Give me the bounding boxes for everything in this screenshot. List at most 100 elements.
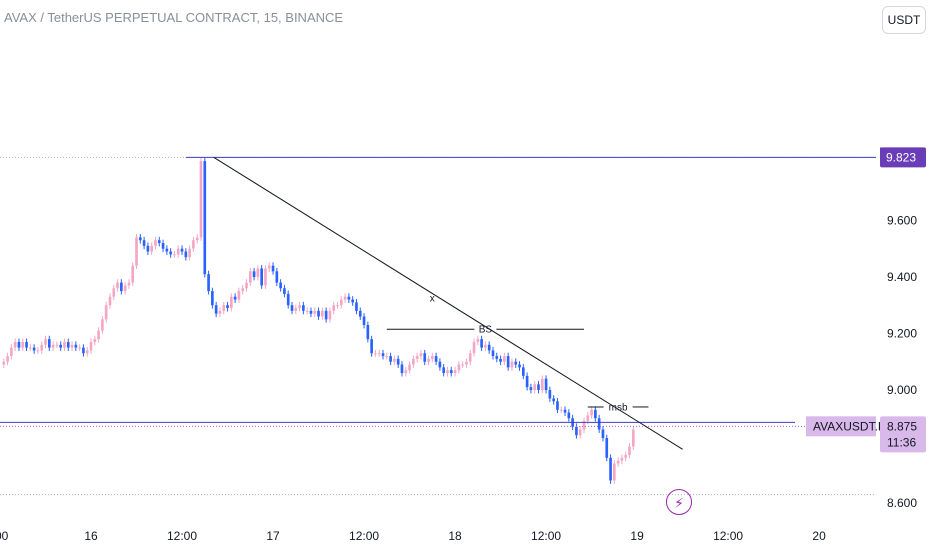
- candle-body: [252, 271, 256, 277]
- candle-body: [169, 251, 172, 255]
- candle-body: [525, 375, 529, 388]
- candle: [525, 372, 529, 391]
- candle: [461, 361, 464, 368]
- candle: [396, 355, 400, 368]
- candle-body: [104, 305, 108, 320]
- candle-body: [222, 305, 226, 311]
- candle-body: [400, 364, 404, 374]
- time-axis-label: 18: [448, 529, 462, 543]
- candle-body: [256, 268, 260, 277]
- candle-body: [351, 299, 355, 303]
- candle: [313, 307, 317, 318]
- candle: [78, 344, 81, 351]
- candle: [510, 358, 514, 371]
- level-lines: [0, 156, 876, 496]
- candle: [321, 307, 324, 320]
- candle: [302, 301, 305, 315]
- candle-body: [521, 367, 525, 376]
- candle: [544, 375, 548, 394]
- candle: [127, 279, 131, 289]
- candle-body: [472, 341, 476, 354]
- candle: [624, 451, 628, 462]
- candle: [605, 434, 609, 462]
- candle-body: [78, 347, 81, 349]
- candle-body: [218, 310, 222, 314]
- candle-body: [442, 367, 446, 374]
- candle: [499, 355, 502, 366]
- candle-body: [142, 240, 146, 246]
- candle: [533, 380, 537, 394]
- candle-body: [260, 268, 263, 286]
- candle: [241, 284, 245, 295]
- candle: [192, 236, 195, 253]
- candle-body: [290, 305, 294, 311]
- candle-body: [358, 310, 362, 317]
- price-tags: 9.823 AVAXUSDT.P 8.875 11:36: [806, 147, 926, 453]
- candle-body: [434, 356, 438, 362]
- candle-body: [377, 353, 381, 355]
- candle: [154, 236, 157, 250]
- candle: [529, 383, 533, 394]
- time-axis-label: :00: [0, 529, 9, 543]
- candle-body: [93, 339, 97, 342]
- time-axis-label: 12:00: [713, 529, 743, 543]
- candle: [556, 397, 559, 414]
- candle-body: [70, 344, 74, 348]
- candle: [442, 364, 446, 377]
- candle-body: [135, 237, 138, 266]
- candle-body: [21, 341, 25, 348]
- candle: [2, 358, 6, 368]
- annotation-bs: BS: [479, 325, 493, 336]
- candle-body: [419, 353, 423, 357]
- candle-body: [192, 240, 195, 249]
- candle: [93, 335, 97, 346]
- candle: [465, 358, 468, 368]
- candle-body: [214, 305, 218, 314]
- candle: [521, 364, 525, 380]
- candle-body: [381, 353, 385, 357]
- candle-body: [552, 398, 555, 402]
- candle-body: [313, 310, 317, 314]
- candle-body: [203, 161, 207, 275]
- candle-body: [108, 296, 112, 306]
- candle-body: [44, 339, 47, 345]
- candle-body: [582, 421, 586, 430]
- candle: [222, 301, 226, 315]
- candle-body: [613, 463, 616, 481]
- top-level-tag-label: 9.823: [886, 150, 916, 164]
- candle: [275, 267, 279, 286]
- candle: [487, 341, 491, 354]
- currency-unit-button[interactable]: USDT: [882, 6, 926, 34]
- candle-body: [32, 347, 36, 351]
- candle-body: [347, 296, 351, 300]
- candle-body: [271, 265, 275, 272]
- price-axis-label: 9.200: [887, 326, 917, 340]
- candle: [324, 307, 328, 323]
- candle-body: [226, 305, 229, 309]
- candle-body: [264, 268, 267, 286]
- candle: [631, 426, 635, 450]
- candle-body: [89, 341, 93, 351]
- lightning-icon[interactable]: ⚡: [666, 489, 692, 515]
- candle: [207, 270, 210, 295]
- candle: [495, 352, 499, 363]
- candle-body: [10, 347, 13, 357]
- candle: [305, 307, 309, 315]
- candle-body: [423, 353, 427, 362]
- candle: [628, 443, 631, 459]
- time-axis-label: 16: [84, 529, 98, 543]
- candle: [567, 409, 571, 422]
- candle: [385, 352, 389, 360]
- candle: [484, 341, 487, 351]
- candle-body: [616, 460, 620, 464]
- candle: [430, 352, 434, 363]
- candle: [264, 265, 267, 289]
- candle-body: [324, 310, 328, 320]
- candle: [195, 234, 199, 244]
- candle: [506, 352, 510, 371]
- candle-body: [430, 356, 434, 359]
- candle-body: [567, 412, 571, 419]
- candle: [491, 347, 495, 360]
- candle: [44, 335, 47, 349]
